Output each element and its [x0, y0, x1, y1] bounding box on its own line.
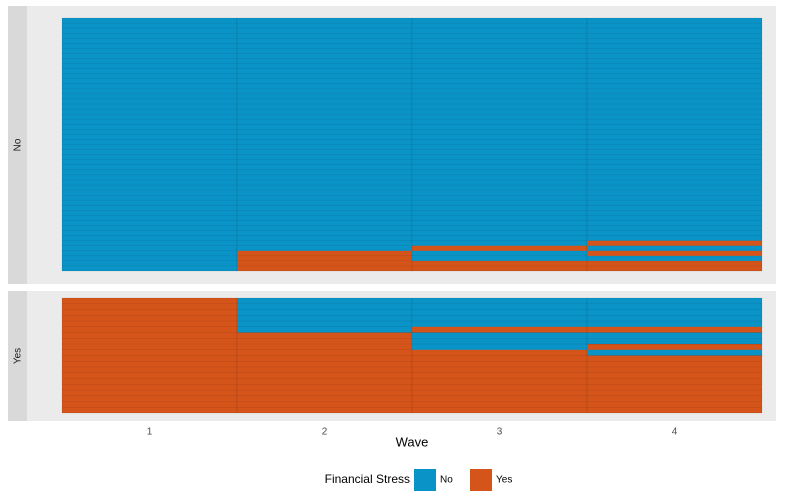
legend-title: Financial Stress	[325, 472, 410, 486]
tile-segment	[586, 355, 763, 414]
tile-segment	[586, 17, 763, 241]
x-tick-label: 1	[147, 427, 153, 438]
legend-label: Yes	[496, 475, 512, 486]
facet-strip	[8, 291, 27, 421]
x-tick-label: 4	[672, 427, 678, 438]
tile-segment	[586, 255, 763, 262]
tile-segment	[586, 240, 763, 246]
tile-segment	[236, 332, 413, 414]
tile-segment	[61, 17, 238, 272]
tile-segment	[236, 297, 413, 333]
tile-segment	[411, 326, 588, 333]
tile-segment	[586, 297, 763, 327]
x-tick-label: 3	[497, 427, 503, 438]
facet-label: Yes	[13, 348, 24, 364]
legend-key	[414, 469, 436, 491]
tile-segment	[411, 332, 588, 350]
tile-segment	[586, 349, 763, 356]
legend-label: No	[440, 475, 453, 486]
tile-segment	[411, 297, 588, 327]
facet-strip	[8, 6, 27, 284]
facet-label: No	[13, 138, 24, 151]
tile-segment	[411, 245, 588, 252]
tile-segment	[586, 326, 763, 333]
tile-segment	[411, 17, 588, 246]
tile-segment	[61, 297, 238, 414]
tile-segment	[586, 343, 763, 350]
legend-key	[470, 469, 492, 491]
tile-segment	[411, 349, 588, 414]
x-tick-label: 2	[322, 427, 328, 438]
x-axis-title: Wave	[396, 434, 429, 449]
tile-segment	[586, 250, 763, 257]
tile-segment	[586, 245, 763, 252]
tile-segment	[236, 17, 413, 252]
